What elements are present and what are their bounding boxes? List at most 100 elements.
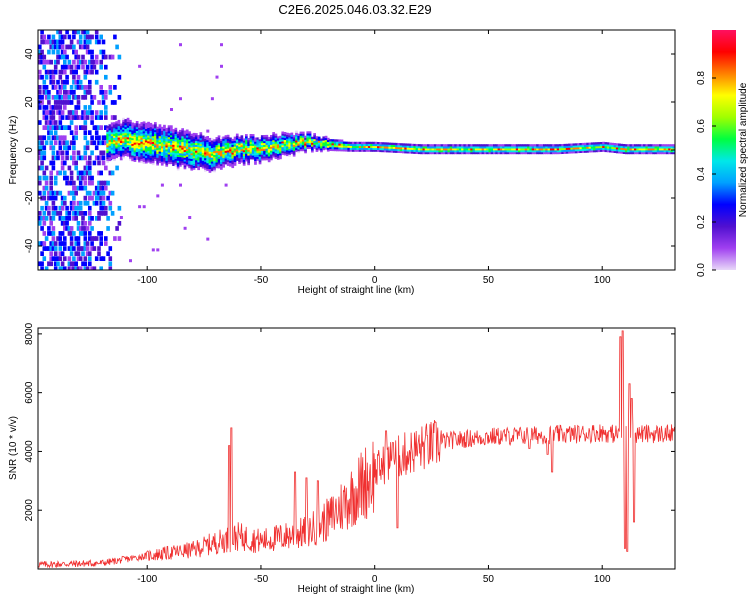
heatmap-cell — [126, 131, 130, 134]
heatmap-cell — [656, 148, 660, 151]
heatmap-cell — [458, 151, 462, 155]
heatmap-cell — [42, 175, 47, 181]
heatmap-cell — [44, 236, 49, 241]
heatmap-cell — [63, 135, 67, 141]
heatmap-cell — [306, 146, 310, 149]
heatmap-cell — [65, 79, 69, 85]
heatmap-cell — [258, 158, 262, 161]
heatmap-cell — [185, 144, 189, 148]
heatmap-cell — [115, 153, 118, 157]
heatmap-cell — [226, 148, 230, 151]
heatmap-cell — [106, 129, 109, 132]
heatmap-cell — [190, 158, 194, 161]
heatmap-cell — [167, 156, 171, 159]
heatmap-cell — [306, 131, 310, 134]
heatmap-cell — [131, 151, 134, 154]
heatmap-cell — [206, 145, 209, 148]
heatmap-cell — [470, 144, 473, 147]
heatmap-cell — [53, 155, 58, 161]
heatmap-cell — [631, 148, 635, 151]
heatmap-cell — [436, 144, 439, 147]
heatmap-cell — [383, 142, 387, 145]
heatmap-cell — [51, 79, 56, 85]
heatmap-cell — [520, 150, 523, 153]
heatmap-cell — [131, 145, 134, 148]
heatmap-cell — [56, 125, 60, 130]
heatmap-cell — [260, 156, 264, 159]
heatmap-cell — [108, 126, 112, 129]
heatmap-cell — [454, 151, 457, 155]
heatmap-cell — [78, 44, 83, 50]
heatmap-cell — [392, 144, 396, 147]
heatmap-cell — [433, 148, 437, 151]
heatmap-cell — [565, 145, 569, 148]
heatmap-cell — [197, 156, 200, 159]
heatmap-cell — [206, 157, 209, 160]
heatmap-cell — [461, 146, 464, 149]
heatmap-cell — [506, 148, 510, 151]
heatmap-cell — [126, 121, 130, 124]
heatmap-cell — [154, 133, 157, 136]
heatmap-cell — [210, 168, 214, 172]
heatmap-cell — [38, 216, 42, 221]
heatmap-cell — [76, 200, 81, 206]
heatmap-cell — [217, 156, 221, 159]
heatmap-cell — [144, 159, 148, 162]
heatmap-cell — [479, 146, 482, 149]
heatmap-cell — [199, 153, 203, 156]
heatmap-cell — [470, 146, 473, 149]
heatmap-cell — [554, 148, 558, 151]
heatmap-cell — [342, 147, 346, 150]
heatmap-cell — [513, 150, 517, 153]
heatmap-cell — [279, 156, 282, 160]
heatmap-cell — [377, 147, 380, 150]
heatmap-cell — [124, 147, 128, 151]
heatmap-cell — [317, 142, 321, 145]
heatmap-cell — [609, 146, 612, 149]
heatmap-cell — [144, 147, 148, 151]
heatmap-cell — [38, 49, 42, 55]
heatmap-cell — [260, 154, 264, 157]
heatmap-cell — [288, 150, 291, 153]
heatmap-cell — [577, 145, 580, 148]
heatmap-cell — [183, 163, 187, 166]
heatmap-cell — [81, 226, 85, 231]
heatmap-cell — [627, 144, 630, 147]
heatmap-cell — [176, 147, 180, 150]
heatmap-cell — [229, 156, 232, 159]
heatmap-cell — [160, 132, 164, 135]
heatmap-cell — [215, 142, 219, 146]
heatmap-cell — [60, 205, 65, 211]
heatmap-cell — [49, 39, 53, 45]
heatmap-cell — [47, 120, 51, 125]
heatmap-cell — [151, 126, 155, 129]
heatmap-cell — [606, 142, 610, 145]
heatmap-cell — [78, 231, 83, 236]
heatmap-cell — [345, 147, 348, 150]
heatmap-cell — [38, 85, 42, 90]
heatmap-cell — [142, 152, 146, 155]
heatmap-cell — [249, 143, 253, 146]
heatmap-cell — [249, 149, 253, 152]
heatmap-cell — [502, 148, 505, 151]
heatmap-cell — [513, 144, 517, 147]
heatmap-cell — [208, 160, 212, 164]
heatmap-cell — [135, 128, 139, 131]
heatmap-cell — [222, 153, 225, 157]
heatmap-cell — [167, 158, 171, 161]
heatmap-cell — [254, 147, 257, 150]
heatmap-cell — [290, 142, 294, 145]
heatmap-cell — [113, 152, 116, 156]
heatmap-cell — [240, 152, 244, 155]
heatmap-cell — [119, 140, 123, 143]
heatmap-cell — [474, 148, 478, 151]
heatmap-cell — [593, 146, 596, 149]
heatmap-cell — [67, 110, 72, 115]
heatmap-cell — [88, 261, 92, 267]
heatmap-cell — [349, 141, 353, 145]
heatmap-cell — [286, 132, 289, 135]
heatmap-cell — [281, 144, 285, 148]
heatmap-cell — [149, 124, 153, 128]
heatmap-cell — [56, 30, 60, 35]
heatmap-cell — [659, 151, 662, 155]
